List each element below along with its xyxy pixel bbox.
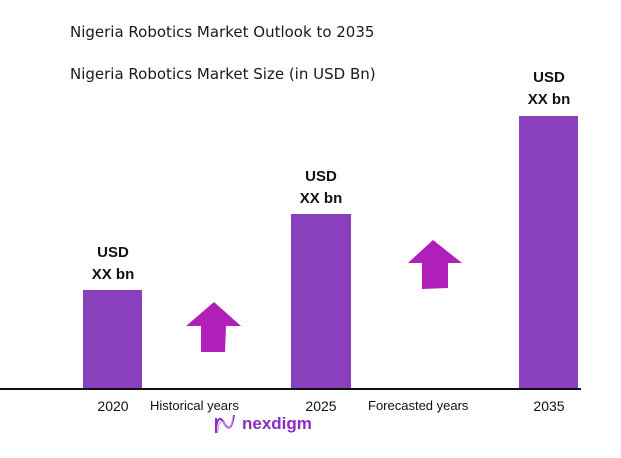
value-currency: USD <box>97 244 129 261</box>
bar-2025 <box>291 214 351 389</box>
bar-2020 <box>83 290 142 389</box>
forecasted-years-label: Forecasted years <box>368 398 469 413</box>
bar-2020-value-label: USD XX bn <box>68 242 158 286</box>
bar-2035 <box>519 116 578 389</box>
value-currency: USD <box>533 69 565 86</box>
chart-title: Nigeria Robotics Market Outlook to 2035 <box>70 23 375 41</box>
bar-2035-value-label: USD XX bn <box>504 67 594 111</box>
value-amount: XX bn <box>527 91 571 108</box>
x-label-2020: 2020 <box>97 398 129 414</box>
value-currency: USD <box>305 168 337 185</box>
nexdigm-logo: nexdigm <box>214 413 312 435</box>
x-label-2035: 2035 <box>533 398 565 414</box>
growth-arrow-up-icon <box>186 302 241 352</box>
nexdigm-wave-icon <box>215 414 235 434</box>
bar-2025-value-label: USD XX bn <box>276 166 366 210</box>
x-label-2025: 2025 <box>305 398 337 414</box>
logo-text: nexdigm <box>242 414 312 433</box>
historical-years-label: Historical years <box>150 398 239 413</box>
value-amount: XX bn <box>91 266 135 283</box>
chart-subtitle: Nigeria Robotics Market Size (in USD Bn) <box>70 65 376 83</box>
x-axis-line <box>0 388 581 390</box>
value-amount: XX bn <box>299 190 343 207</box>
growth-arrow-up-icon <box>408 240 462 289</box>
